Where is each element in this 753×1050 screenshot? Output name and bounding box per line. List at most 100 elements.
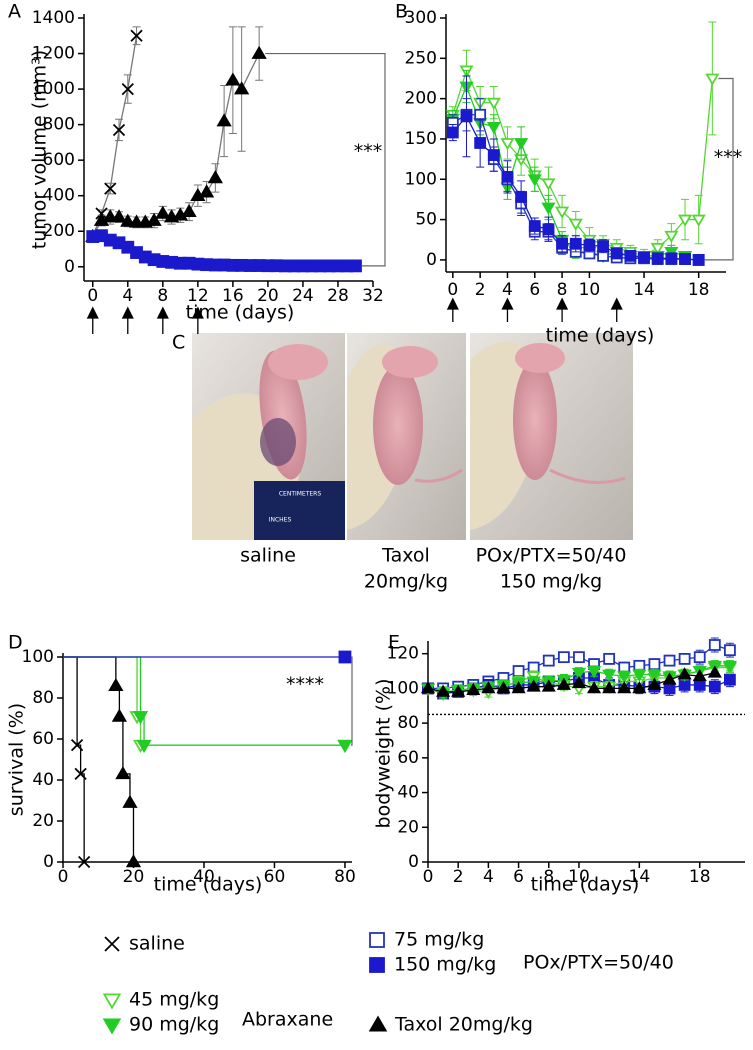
x-axis-label: time (days) [531,874,640,896]
marker [692,254,705,266]
legend-label: 150 mg/kg [394,954,496,976]
marker [664,230,679,244]
marker [586,666,602,679]
legend-marker [102,1018,122,1035]
photo-caption: 20mg/kg [364,571,448,593]
panel-letter: B [395,1,408,23]
y-tick-label: 200 [43,221,75,241]
marker [557,651,570,664]
y-tick-label: 120 [387,644,419,664]
marker [542,223,555,236]
marker [234,81,250,95]
x-tick-label: 0 [447,280,458,300]
y-tick-label: 150 [405,129,437,149]
marker [624,249,637,262]
panel-letter: A [8,1,21,23]
marker [198,184,215,198]
marker [125,854,142,868]
annotation: **** [286,674,324,696]
legend-label: 75 mg/kg [394,929,484,951]
marker [251,45,267,59]
marker [555,206,570,219]
marker [146,212,162,226]
x-tick-label: 16 [222,286,244,306]
legend-marker [102,993,122,1010]
marker [216,113,232,127]
marker [500,138,515,151]
photo-taxol [347,333,466,540]
x-tick-label: 4 [483,867,494,887]
dosing-arrow [156,306,169,334]
marker [130,29,143,42]
x-tick-label: 4 [122,286,133,306]
marker [526,679,541,692]
x-axis-label: time (days) [154,874,263,896]
x-tick-label: 80 [334,867,356,887]
y-tick-label: 40 [397,783,419,803]
photo-saline: CENTIMETERS INCHES [192,333,345,540]
marker [74,767,87,780]
marker [112,123,126,137]
y-tick-label: 60 [32,729,54,749]
marker [542,654,555,667]
marker [692,668,707,682]
marker [651,252,664,265]
x-tick-label: 6 [513,867,524,887]
x-tick-label: 20 [257,286,279,306]
marker [111,209,127,223]
x-tick-label: 0 [423,867,434,887]
x-tick-label: 0 [58,867,69,887]
y-tick-label: 0 [426,250,437,270]
series-line [63,656,345,746]
marker [638,251,650,264]
marker [78,855,91,869]
marker [586,681,602,694]
marker [602,681,617,694]
significance-bracket [704,77,734,261]
y-tick-label: 1400 [32,8,75,28]
x-tick-label: 14 [629,867,651,887]
marker [511,681,526,694]
y-tick-label: 20 [32,811,54,831]
marker [677,667,692,680]
marker [693,651,706,664]
photo-caption: POx/PTX=50/40 [476,545,627,567]
marker [569,237,582,250]
marker [496,681,511,694]
y-tick-label: 100 [387,678,419,698]
x-tick-label: 20 [123,867,145,887]
marker [501,170,514,183]
marker [121,82,134,96]
x-tick-label: 6 [529,280,540,300]
y-tick-label: 1000 [32,79,75,99]
dosing-arrow [556,297,569,322]
legend-marker [369,957,385,973]
marker [181,203,197,217]
y-tick-label: 400 [43,186,75,206]
marker [436,684,451,697]
x-tick-label: 18 [689,867,711,887]
marker [128,214,145,228]
marker [104,182,117,195]
marker [724,644,736,657]
marker [446,126,459,139]
y-tick-label: 300 [405,8,437,28]
marker [528,220,541,232]
y-tick-label: 50 [415,210,437,230]
x-axis-label: time (days) [546,325,655,347]
x-tick-label: 8 [543,867,554,887]
series-line [452,84,686,257]
marker [132,711,149,725]
marker [678,652,691,665]
photo-caption: 150 mg/kg [500,571,602,593]
y-tick-label: 100 [405,169,437,189]
legend-label: 45 mg/kg [129,989,219,1011]
marker [722,660,737,674]
marker [70,739,84,752]
marker [460,110,473,123]
marker [602,669,617,682]
marker [474,137,487,149]
marker [573,651,585,664]
marker [693,679,706,691]
y-tick-label: 200 [405,89,437,109]
